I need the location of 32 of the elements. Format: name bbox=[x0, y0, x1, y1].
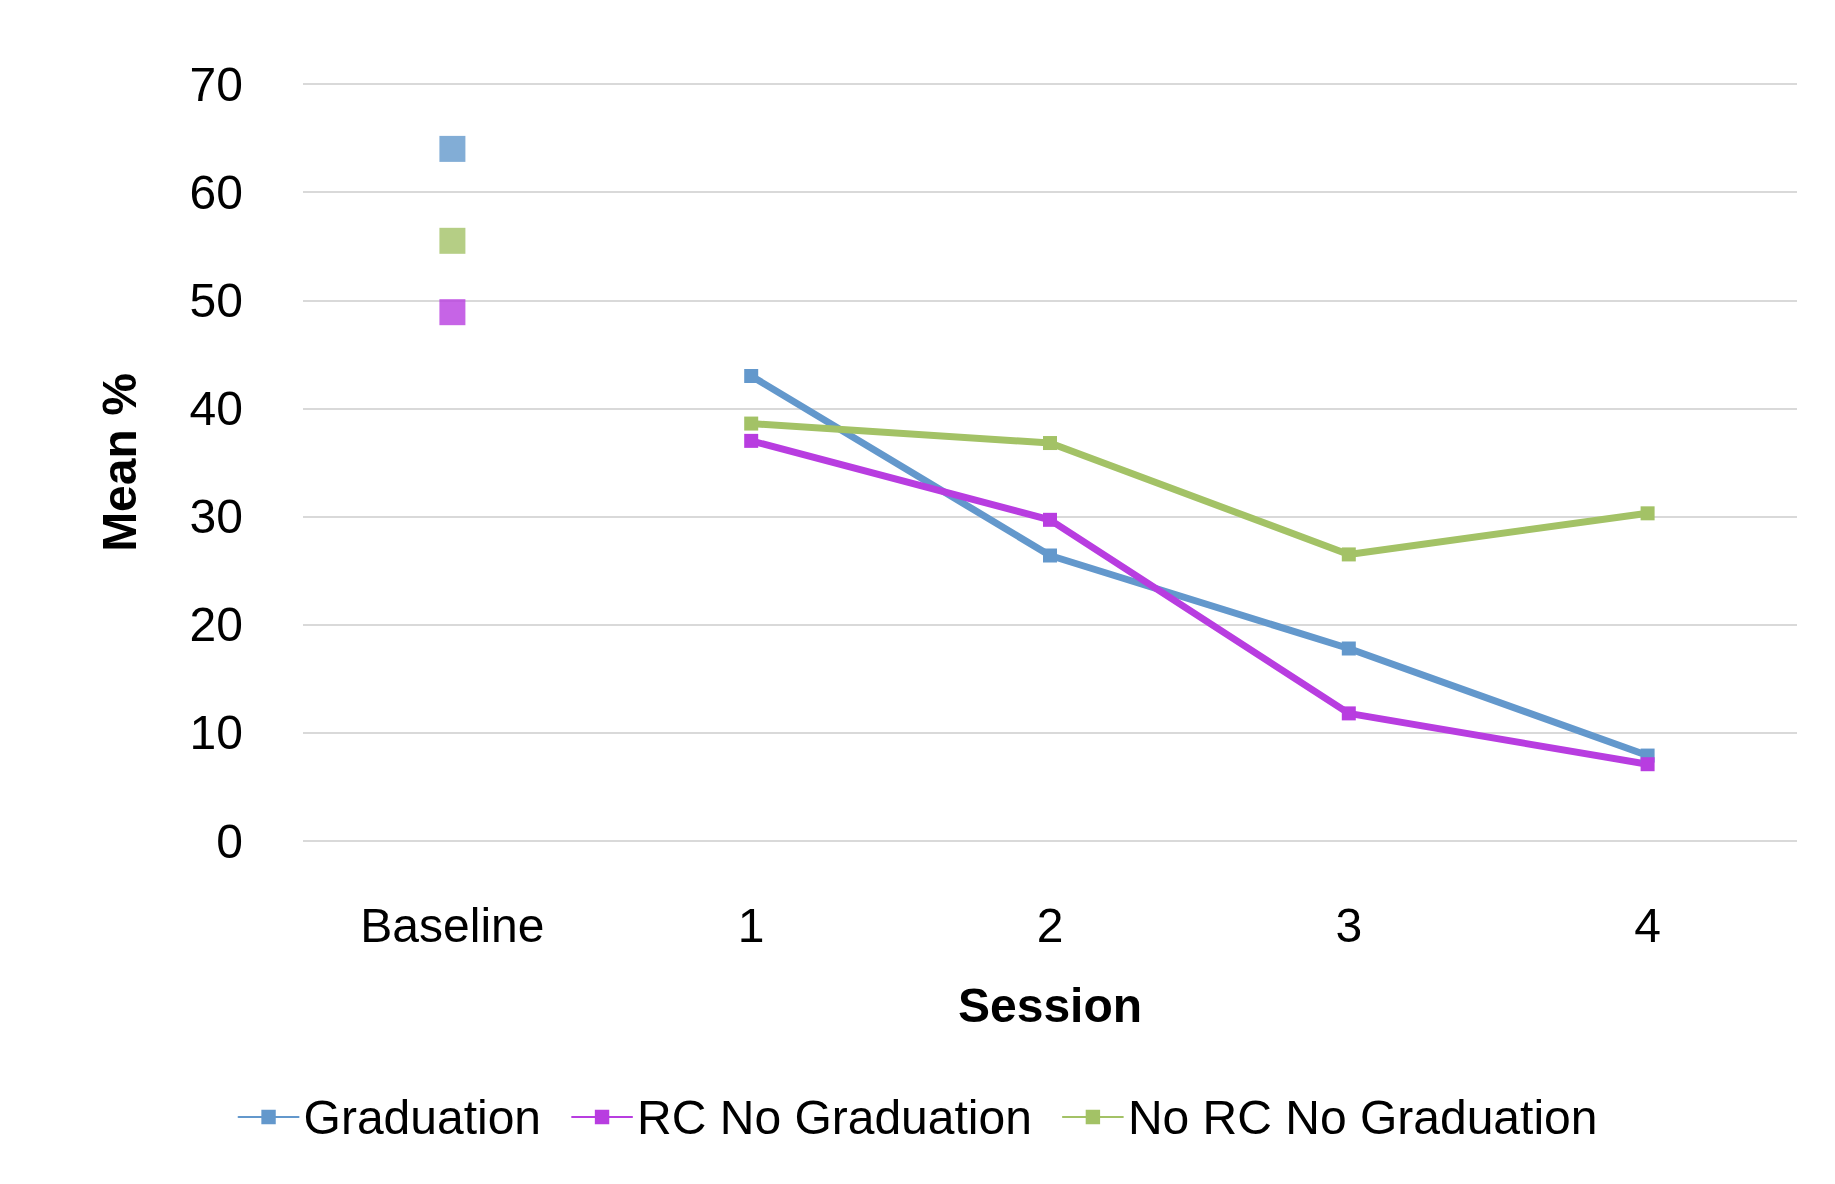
point bbox=[439, 299, 466, 326]
legend-label: RC No Graduation bbox=[637, 1090, 1032, 1144]
y-tick-label: 70 bbox=[189, 57, 243, 111]
y-tick-label: 10 bbox=[189, 706, 243, 760]
x-tick-label: 1 bbox=[737, 898, 765, 952]
point bbox=[1640, 506, 1655, 521]
point bbox=[744, 433, 759, 448]
y-tick-label: 50 bbox=[189, 273, 243, 327]
point bbox=[1043, 548, 1057, 563]
y-tick-label: 40 bbox=[189, 381, 243, 435]
point bbox=[439, 227, 466, 254]
y-axis-title: Mean % bbox=[92, 373, 146, 552]
x-tick-label: 3 bbox=[1335, 898, 1363, 952]
y-tick-label: 0 bbox=[216, 814, 243, 868]
legend-label: No RC No Graduation bbox=[1127, 1090, 1598, 1144]
y-tick-label: 30 bbox=[189, 490, 243, 544]
y-tick-label: 60 bbox=[189, 165, 243, 219]
x-tick-label: 2 bbox=[1036, 898, 1064, 952]
point bbox=[744, 368, 759, 383]
legend-label: Graduation bbox=[303, 1090, 542, 1144]
y-tick-label: 20 bbox=[189, 598, 243, 652]
point bbox=[1341, 706, 1356, 721]
x-tick-label: 4 bbox=[1634, 898, 1661, 952]
point bbox=[1043, 512, 1057, 527]
point bbox=[1043, 436, 1057, 451]
point bbox=[1640, 757, 1655, 772]
point bbox=[1341, 547, 1356, 562]
x-tick-label: Baseline bbox=[360, 898, 545, 952]
point bbox=[1341, 641, 1356, 656]
point bbox=[744, 416, 759, 431]
x-axis-title: Session bbox=[957, 978, 1143, 1032]
point bbox=[439, 135, 466, 162]
